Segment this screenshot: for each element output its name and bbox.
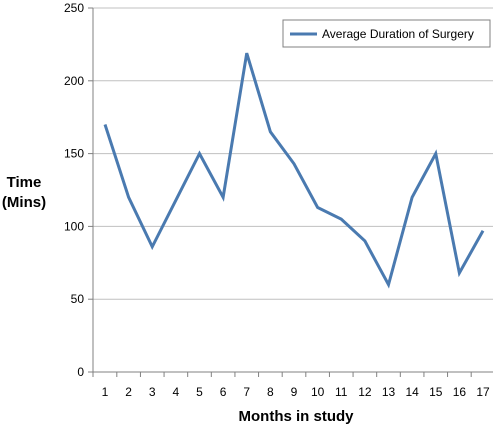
legend: Average Duration of Surgery bbox=[282, 19, 491, 48]
y-tick-label-150: 150 bbox=[64, 147, 84, 161]
x-tick-label-5: 5 bbox=[196, 385, 203, 399]
y-axis-title-line2: (Mins) bbox=[2, 194, 46, 211]
y-tick-labels: 0 50 100 150 200 250 bbox=[64, 1, 93, 379]
x-tick-label-11: 11 bbox=[335, 385, 348, 399]
x-tick-label-15: 15 bbox=[429, 385, 443, 399]
x-tick-label-4: 4 bbox=[173, 385, 180, 399]
x-tick-label-16: 16 bbox=[453, 385, 467, 399]
series-group bbox=[103, 52, 485, 289]
x-tick-label-9: 9 bbox=[291, 385, 298, 399]
y-tick-label-0: 0 bbox=[77, 365, 84, 379]
x-axis-title: Months in study bbox=[239, 408, 355, 425]
x-tick-label-17: 17 bbox=[476, 385, 490, 399]
axes bbox=[92, 8, 493, 373]
x-tick-label-8: 8 bbox=[267, 385, 274, 399]
legend-label: Average Duration of Surgery bbox=[322, 27, 474, 41]
x-tick-label-2: 2 bbox=[125, 385, 132, 399]
gridlines bbox=[93, 7, 493, 300]
legend-box bbox=[282, 19, 491, 48]
series-line-0 bbox=[103, 52, 485, 289]
y-tick-label-250: 250 bbox=[64, 1, 84, 15]
y-tick-label-50: 50 bbox=[71, 292, 85, 306]
x-tick-label-1: 1 bbox=[102, 385, 109, 399]
x-tick-label-12: 12 bbox=[358, 385, 372, 399]
x-tick-label-7: 7 bbox=[243, 385, 250, 399]
x-tick-label-3: 3 bbox=[149, 385, 156, 399]
x-tick-label-6: 6 bbox=[220, 385, 227, 399]
x-tick-label-14: 14 bbox=[405, 385, 419, 399]
x-tick-label-10: 10 bbox=[311, 385, 325, 399]
y-axis-title-line1: Time bbox=[7, 174, 42, 191]
x-tick-label-13: 13 bbox=[382, 385, 396, 399]
y-tick-label-100: 100 bbox=[64, 219, 84, 233]
x-tick-labels: 1 2 3 4 5 6 7 8 9 10 11 12 13 14 15 16 17 bbox=[92, 372, 490, 399]
y-tick-label-200: 200 bbox=[64, 74, 84, 88]
